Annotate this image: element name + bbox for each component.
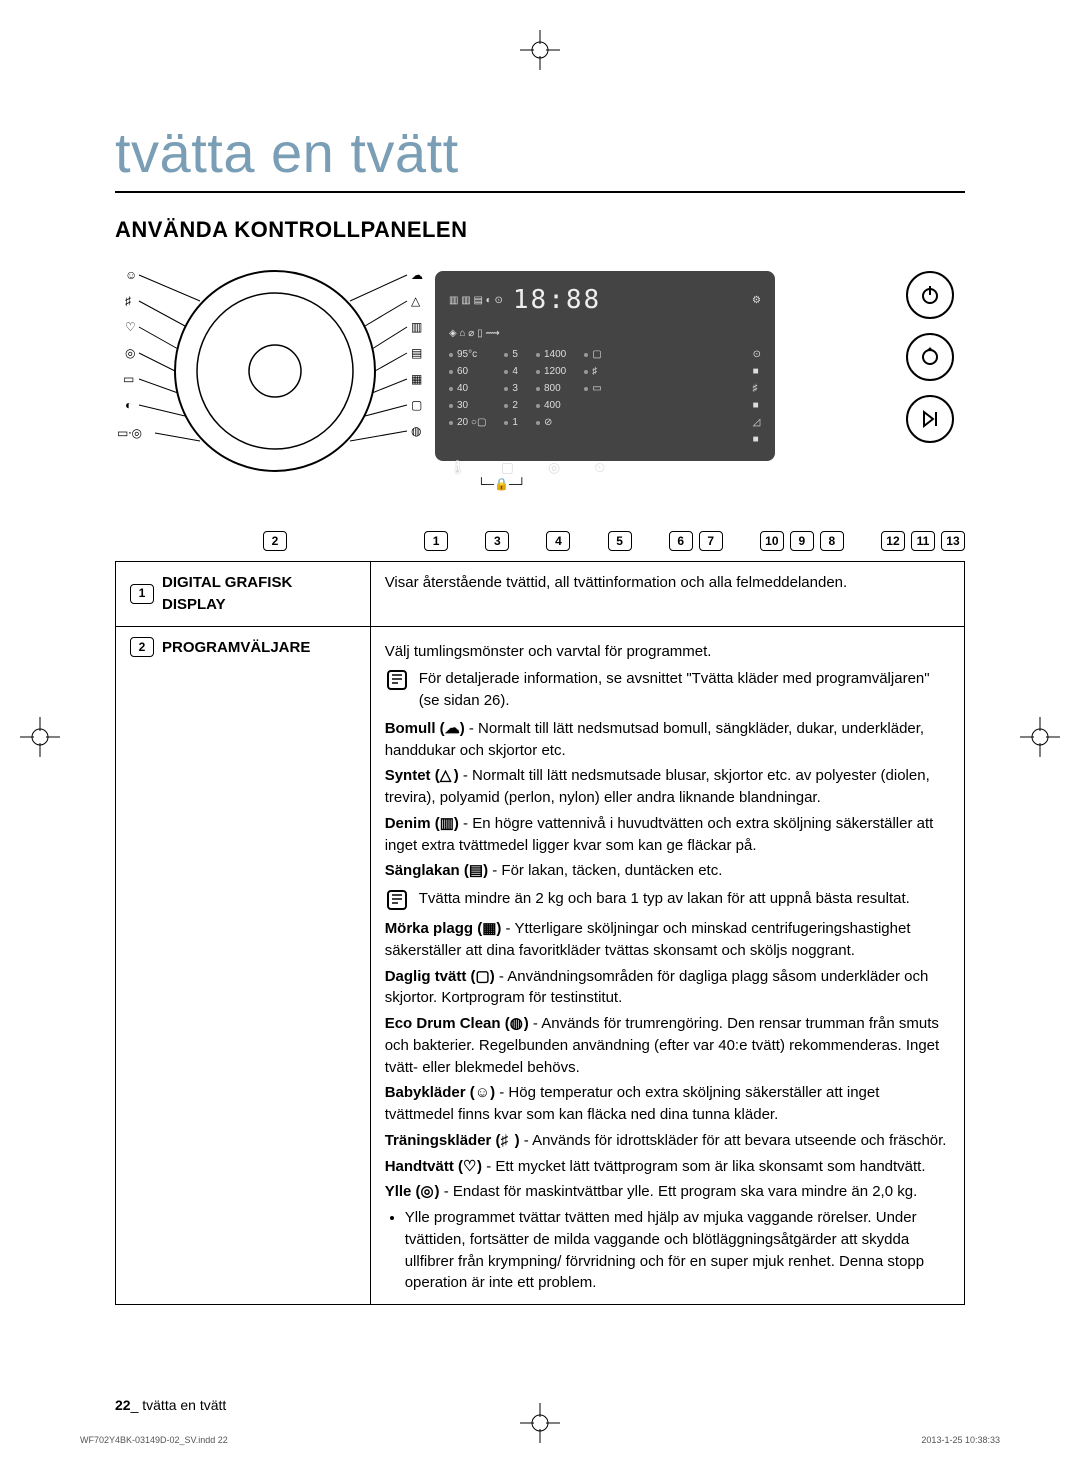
program-item: Bomull (☁) - Normalt till lätt nedsmutsa… (385, 718, 950, 762)
program-item: Denim (▥) - En högre vattennivå i huvudt… (385, 813, 950, 857)
callout-4: 4 (546, 531, 570, 551)
callout-7: 7 (699, 531, 723, 551)
digital-display: ▥ ▥ ▤ ◐ ⊙ 18:88 ⚙ ◈ ⌂ ⌀ ▯ ⟿ 95°c 60 40 3… (435, 271, 775, 461)
control-panel-diagram: ☺ ♯ ♡ ◎ ▭ ◐ ▭⸱◎ ☁ △ ▥ ▤ ▦ ▢ ◍ (115, 261, 965, 551)
svg-text:◐: ◐ (125, 398, 132, 412)
svg-text:▭⸱◎: ▭⸱◎ (117, 426, 142, 440)
callout-3: 3 (485, 531, 509, 551)
svg-text:△: △ (411, 294, 421, 308)
page-footer: 22_ tvätta en tvätt (115, 1397, 965, 1413)
svg-text:▦: ▦ (411, 372, 422, 386)
program-item: Träningskläder (♯) - Används för idrotts… (385, 1130, 950, 1152)
program-item: Handtvätt (♡) - Ett mycket lätt tvättpro… (385, 1156, 950, 1178)
row1-num: 1 (130, 584, 154, 604)
control-panel-table: 1 DIGITAL GRAFISK DISPLAY Visar återståe… (115, 561, 965, 1305)
row1-label: DIGITAL GRAFISK DISPLAY (162, 572, 356, 616)
svg-text:◎: ◎ (125, 346, 135, 360)
note-icon (385, 888, 409, 912)
svg-text:▢: ▢ (411, 398, 422, 412)
svg-text:☺: ☺ (125, 268, 137, 282)
svg-text:▭: ▭ (123, 372, 134, 386)
crop-mark-top (520, 30, 560, 70)
program-dial: ☺ ♯ ♡ ◎ ▭ ◐ ▭⸱◎ ☁ △ ▥ ▤ ▦ ▢ ◍ (115, 261, 425, 511)
callout-5: 5 (608, 531, 632, 551)
svg-text:✦: ✦ (927, 346, 934, 354)
crop-mark-left (20, 717, 60, 757)
program-item: Ylle (◎) - Endast för maskintvättbar yll… (385, 1181, 950, 1203)
svg-text:☁: ☁ (411, 268, 423, 282)
power-icon (919, 284, 941, 306)
callout-10: 10 (760, 531, 784, 551)
print-meta: WF702Y4BK-03149D-02_SV.indd 22 2013-1-25… (80, 1435, 1000, 1445)
section-heading: ANVÄNDA KONTROLLPANELEN (115, 217, 965, 243)
time-segment: 18:88 (513, 281, 601, 320)
program-item: Eco Drum Clean (◍) - Används för trumren… (385, 1013, 950, 1078)
callout-11: 11 (911, 531, 935, 551)
svg-text:▤: ▤ (411, 346, 422, 360)
crop-mark-right (1020, 717, 1060, 757)
favorite-button[interactable]: ✦ (906, 333, 954, 381)
row2-label: PROGRAMVÄLJARE (162, 637, 310, 659)
play-pause-icon (919, 408, 941, 430)
callout-12: 12 (881, 531, 905, 551)
control-buttons: ✦ (895, 271, 965, 457)
program-item: Mörka plagg (▦) - Ytterligare sköljninga… (385, 918, 950, 962)
svg-text:◍: ◍ (411, 424, 421, 438)
svg-text:♯: ♯ (125, 294, 131, 308)
page-title: tvätta en tvätt (115, 120, 965, 185)
program-item: Syntet (△) - Normalt till lätt nedsmutsa… (385, 765, 950, 809)
row1-desc: Visar återstående tvättid, all tvättinfo… (370, 562, 964, 627)
callout-numbers: 2 1 3 4 5 6 7 10 9 8 1 (115, 531, 965, 551)
program-item: Babykläder (☺) - Hög temperatur och extr… (385, 1082, 950, 1126)
callout-2: 2 (263, 531, 287, 551)
callout-1: 1 (424, 531, 448, 551)
start-pause-button[interactable] (906, 395, 954, 443)
row2-desc: Välj tumlingsmönster och varvtal för pro… (370, 626, 964, 1305)
program-item: Daglig tvätt (▢) - Användningsområden fö… (385, 966, 950, 1010)
callout-8: 8 (820, 531, 844, 551)
svg-text:♡: ♡ (125, 320, 136, 334)
favorite-icon: ✦ (919, 346, 941, 368)
row2-num: 2 (130, 637, 154, 657)
svg-text:▥: ▥ (411, 320, 422, 334)
title-rule (115, 191, 965, 193)
program-item: Sänglakan (▤) - För lakan, täcken, duntä… (385, 860, 950, 882)
callout-6: 6 (669, 531, 693, 551)
power-button[interactable] (906, 271, 954, 319)
note-icon (385, 668, 409, 692)
callout-13: 13 (941, 531, 965, 551)
callout-9: 9 (790, 531, 814, 551)
